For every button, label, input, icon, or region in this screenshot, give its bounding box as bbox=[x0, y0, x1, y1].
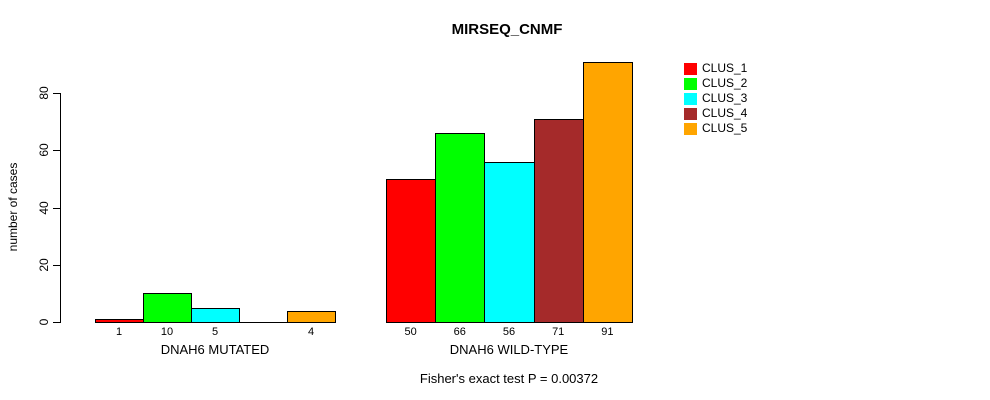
y-axis-tick-label: 40 bbox=[37, 200, 51, 215]
y-axis-label: number of cases bbox=[6, 162, 20, 252]
bar-value-label: 50 bbox=[404, 326, 417, 338]
legend-swatch-clus_5 bbox=[684, 122, 697, 135]
y-axis-tick bbox=[53, 264, 60, 266]
legend-swatch-clus_3 bbox=[684, 92, 697, 105]
legend-swatch-clus_4 bbox=[684, 107, 697, 120]
legend-swatch-clus_1 bbox=[684, 62, 697, 75]
group-label: DNAH6 WILD-TYPE bbox=[449, 342, 569, 357]
bar-clus_1-group2 bbox=[386, 179, 437, 323]
bar-clus_4-group2 bbox=[533, 119, 584, 323]
bar-value-label: 5 bbox=[211, 326, 219, 338]
legend-entry-clus_1: CLUS_1 bbox=[684, 61, 747, 76]
legend-entry-clus_2: CLUS_2 bbox=[684, 76, 747, 91]
legend-entry-clus_5: CLUS_5 bbox=[684, 121, 747, 136]
bar-value-label: 56 bbox=[502, 326, 516, 338]
y-axis-tick bbox=[53, 207, 60, 209]
bar-value-label: 4 bbox=[307, 326, 315, 338]
y-axis-tick-label: 60 bbox=[37, 143, 51, 157]
bar-clus_5-group1 bbox=[287, 311, 336, 323]
y-axis-line bbox=[60, 93, 61, 323]
y-axis-tick-label: 80 bbox=[37, 86, 51, 100]
bar-clus_5-group2 bbox=[582, 62, 633, 323]
fisher-test-annotation: Fisher's exact test P = 0.00372 bbox=[419, 371, 599, 386]
legend-swatch-clus_2 bbox=[684, 77, 697, 90]
y-axis-tick bbox=[53, 93, 60, 94]
bar-value-label: 1 bbox=[115, 326, 123, 338]
group-label: DNAH6 MUTATED bbox=[160, 342, 270, 357]
legend-label: CLUS_3 bbox=[702, 91, 748, 105]
y-axis-tick-label: 0 bbox=[37, 318, 51, 326]
y-axis-tick-label: 20 bbox=[37, 258, 51, 272]
legend-entry-clus_4: CLUS_4 bbox=[684, 106, 747, 121]
legend: CLUS_1 CLUS_2 CLUS_3 CLUS_4 CLUS_5 bbox=[684, 61, 747, 136]
legend-label: CLUS_2 bbox=[702, 76, 748, 90]
bar-clus_3-group2 bbox=[484, 162, 535, 323]
y-axis-tick bbox=[53, 150, 60, 152]
bar-value-label: 71 bbox=[552, 326, 565, 338]
legend-entry-clus_3: CLUS_3 bbox=[684, 91, 747, 106]
chart-title: MIRSEQ_CNMF bbox=[451, 21, 563, 38]
y-axis-tick bbox=[53, 322, 60, 323]
legend-label: CLUS_4 bbox=[702, 106, 748, 120]
bar-clus_3-group1 bbox=[191, 308, 240, 323]
bar-value-label: 66 bbox=[453, 326, 466, 338]
bar-value-label: 91 bbox=[601, 326, 614, 338]
bar-clus_2-group1 bbox=[143, 293, 192, 323]
legend-label: CLUS_5 bbox=[702, 121, 748, 135]
bar-value-label: 10 bbox=[160, 326, 174, 338]
legend-label: CLUS_1 bbox=[702, 61, 748, 75]
bar-clus_2-group2 bbox=[435, 133, 486, 323]
bar-clus_1-group1 bbox=[95, 319, 144, 323]
